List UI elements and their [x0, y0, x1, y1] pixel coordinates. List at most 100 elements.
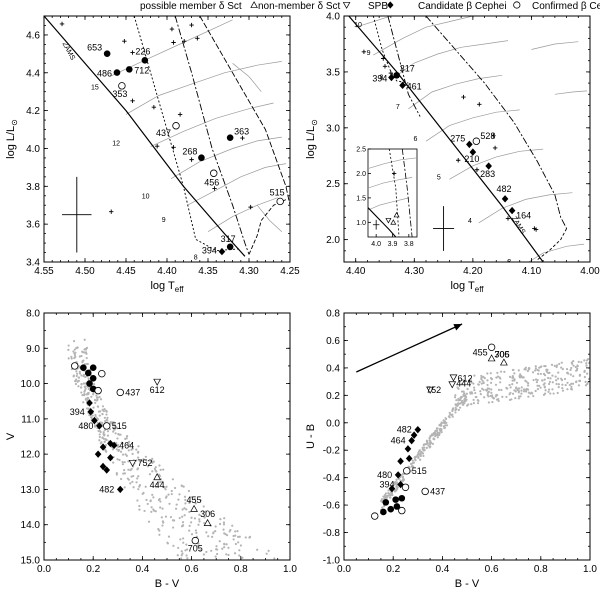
field-star — [527, 395, 530, 398]
field-star — [116, 458, 119, 461]
spb-marker — [469, 148, 477, 156]
field-star — [193, 517, 197, 520]
field-star — [393, 490, 397, 493]
field-star — [112, 461, 115, 464]
field-star — [72, 374, 75, 377]
plus-marker — [477, 102, 482, 107]
field-star — [433, 438, 436, 441]
field-star — [549, 377, 552, 380]
possible-delta-scuti-marker — [393, 211, 400, 218]
field-star — [238, 549, 241, 552]
plus-marker — [154, 143, 160, 149]
field-star — [167, 493, 170, 496]
spb-marker — [116, 485, 124, 494]
field-star — [136, 467, 140, 470]
instability-strip-mid-edge — [174, 16, 250, 255]
possible-delta-scuti-marker — [250, 1, 258, 8]
field-star — [81, 350, 84, 353]
field-star — [577, 360, 580, 363]
field-star — [188, 501, 191, 504]
y-tick-label: -0.6 — [323, 501, 341, 512]
data-point: 437 — [116, 387, 140, 397]
x-tick-label: 4.45 — [116, 266, 136, 277]
field-star — [127, 440, 131, 443]
field-star — [81, 394, 84, 397]
field-star — [499, 381, 502, 384]
field-star — [583, 370, 586, 373]
field-star — [147, 520, 151, 523]
field-star — [457, 397, 460, 401]
field-star — [529, 392, 532, 395]
field-star — [470, 402, 473, 406]
legend: possible member δ Sct non-member δ Sct SPB… — [140, 1, 600, 12]
x-tick-label: 1.0 — [283, 564, 297, 575]
field-star — [193, 497, 196, 501]
field-star — [136, 499, 139, 502]
field-star — [183, 495, 187, 498]
possible-delta-scuti-marker — [190, 504, 198, 512]
field-star — [126, 435, 129, 438]
field-star — [70, 357, 73, 360]
field-star — [113, 423, 116, 427]
field-star — [236, 530, 239, 533]
evolutionary-track — [170, 136, 282, 180]
evolutionary-track — [390, 40, 509, 80]
field-star — [434, 434, 437, 437]
mass-label: 5 — [437, 174, 441, 181]
field-star — [517, 389, 521, 393]
field-star — [480, 374, 483, 378]
field-star — [534, 365, 537, 368]
field-star — [98, 433, 101, 436]
data-point: 752 — [128, 458, 153, 468]
y-tick-label: 3.8 — [26, 182, 40, 193]
data-point — [86, 399, 93, 407]
legend-entry: Confirmed β Cephei — [532, 1, 600, 12]
spb-marker — [91, 416, 98, 425]
field-star — [98, 439, 101, 442]
point-label: 394 — [372, 74, 387, 84]
legend-label: SPB — [368, 1, 388, 12]
field-star — [586, 382, 589, 386]
field-star — [387, 491, 390, 495]
field-star — [174, 507, 178, 510]
field-star — [233, 552, 237, 555]
field-star — [214, 525, 217, 528]
data-point — [84, 369, 92, 377]
field-star — [132, 486, 135, 489]
field-star — [204, 510, 207, 513]
field-star — [570, 382, 573, 385]
field-star — [101, 421, 104, 424]
field-star — [466, 404, 469, 407]
field-star — [409, 462, 413, 465]
field-star — [469, 377, 472, 381]
non-member-delta-scuti-marker — [128, 459, 137, 467]
field-star — [490, 388, 493, 391]
field-star — [418, 449, 421, 452]
field-star — [154, 469, 157, 472]
field-star — [142, 458, 145, 461]
field-star — [159, 506, 162, 509]
confirmed-beta-cephei-marker — [226, 243, 234, 251]
field-star — [481, 379, 484, 382]
field-star — [195, 531, 198, 535]
point-label: 515 — [412, 466, 427, 476]
plus-marker — [169, 26, 175, 32]
confirmed-beta-cephei-marker — [226, 134, 234, 141]
field-star — [534, 367, 538, 370]
mass-label: 3 — [507, 259, 511, 266]
field-star — [95, 394, 98, 397]
field-star — [188, 529, 191, 532]
data-point: 464 — [391, 436, 415, 446]
field-star — [540, 365, 543, 368]
inset-x-tick-label: 3.8 — [404, 241, 414, 248]
evolutionary-track — [478, 192, 573, 224]
field-star — [480, 382, 483, 385]
field-star — [218, 540, 221, 543]
field-star — [101, 436, 104, 439]
zams-line — [348, 16, 544, 262]
field-star — [436, 436, 439, 439]
spb-marker — [408, 436, 415, 445]
field-star — [196, 545, 199, 548]
field-star — [440, 431, 443, 434]
field-star — [159, 481, 162, 484]
